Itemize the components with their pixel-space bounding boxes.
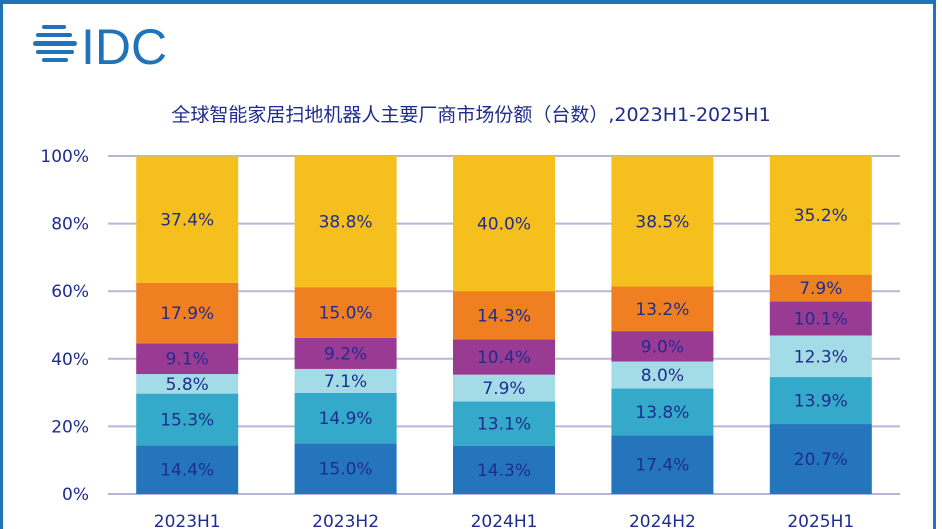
data-label: 14.9% bbox=[319, 409, 373, 429]
data-label: 9.0% bbox=[641, 337, 684, 357]
bar-segment bbox=[136, 393, 239, 446]
data-label: 12.3% bbox=[794, 347, 848, 367]
bar-segment bbox=[769, 274, 872, 302]
data-label: 13.9% bbox=[794, 392, 848, 412]
data-label: 13.8% bbox=[635, 403, 689, 423]
data-label: 15.3% bbox=[160, 410, 214, 430]
data-label: 14.3% bbox=[477, 461, 531, 481]
data-label: 38.8% bbox=[319, 213, 373, 233]
y-tick-label: 20% bbox=[51, 417, 89, 437]
bar-segment bbox=[136, 282, 239, 344]
bar-segment bbox=[611, 361, 714, 389]
x-tick-label: 2023H2 bbox=[312, 512, 379, 529]
bar-segment bbox=[453, 339, 555, 375]
data-label: 10.1% bbox=[794, 309, 848, 329]
y-tick-label: 0% bbox=[62, 485, 89, 505]
bar-segment bbox=[769, 377, 872, 425]
bar-segment bbox=[294, 337, 397, 369]
bar-segment bbox=[453, 374, 555, 402]
data-label: 13.2% bbox=[635, 300, 689, 320]
data-label: 9.1% bbox=[166, 350, 209, 370]
y-tick-label: 60% bbox=[51, 282, 89, 302]
svg-text:IDC: IDC bbox=[81, 22, 167, 68]
bar-segment bbox=[611, 388, 714, 436]
bar-segment bbox=[611, 156, 714, 287]
bar-segment bbox=[294, 443, 397, 494]
x-tick-label: 2024H2 bbox=[629, 512, 696, 529]
bar-segment bbox=[769, 424, 872, 494]
data-label: 15.0% bbox=[319, 303, 373, 323]
bar-segment bbox=[453, 445, 555, 494]
data-label: 15.0% bbox=[319, 460, 373, 480]
bar-segment bbox=[136, 374, 239, 394]
bar-segment bbox=[136, 445, 239, 494]
y-tick-label: 100% bbox=[40, 147, 89, 167]
bar-segment bbox=[611, 331, 714, 362]
idc-logo: IDC bbox=[33, 22, 167, 68]
bar-segment bbox=[136, 343, 239, 375]
bar-segment bbox=[611, 435, 714, 494]
data-label: 7.9% bbox=[799, 279, 842, 299]
data-label: 20.7% bbox=[794, 450, 848, 470]
data-label: 13.1% bbox=[477, 415, 531, 435]
bar-segment bbox=[453, 291, 555, 340]
x-tick-label: 2025H1 bbox=[787, 512, 854, 529]
bar-segment bbox=[769, 301, 872, 336]
bar-segment bbox=[453, 156, 555, 292]
chart-title: 全球智能家居扫地机器人主要厂商市场份额（台数）,2023H1-2025H1 bbox=[171, 104, 771, 126]
data-label: 9.2% bbox=[324, 344, 367, 364]
bar-segment bbox=[453, 401, 555, 446]
data-label: 14.3% bbox=[477, 306, 531, 326]
bar-segment bbox=[294, 392, 397, 444]
data-label: 7.1% bbox=[324, 372, 367, 392]
bar-segment bbox=[294, 287, 397, 338]
bar-segment bbox=[294, 368, 397, 393]
data-label: 10.4% bbox=[477, 348, 531, 368]
bar-segment bbox=[769, 335, 872, 378]
data-label: 38.5% bbox=[635, 212, 689, 232]
bar-segment bbox=[611, 286, 714, 332]
data-label: 8.0% bbox=[641, 366, 684, 386]
data-label: 17.4% bbox=[635, 456, 689, 476]
data-label: 7.9% bbox=[482, 379, 525, 399]
y-tick-label: 80% bbox=[51, 215, 89, 235]
y-tick-label: 40% bbox=[51, 350, 89, 370]
x-tick-label: 2023H1 bbox=[154, 512, 221, 529]
data-label: 17.9% bbox=[160, 304, 214, 324]
bar-segment bbox=[769, 155, 872, 275]
x-tick-label: 2024H1 bbox=[471, 512, 538, 529]
data-label: 5.8% bbox=[166, 375, 209, 395]
bar-segment bbox=[294, 156, 397, 288]
bar-segment bbox=[136, 156, 239, 283]
data-label: 40.0% bbox=[477, 215, 531, 235]
data-label: 14.4% bbox=[160, 461, 214, 481]
data-label: 37.4% bbox=[160, 211, 214, 231]
data-label: 35.2% bbox=[794, 206, 848, 226]
